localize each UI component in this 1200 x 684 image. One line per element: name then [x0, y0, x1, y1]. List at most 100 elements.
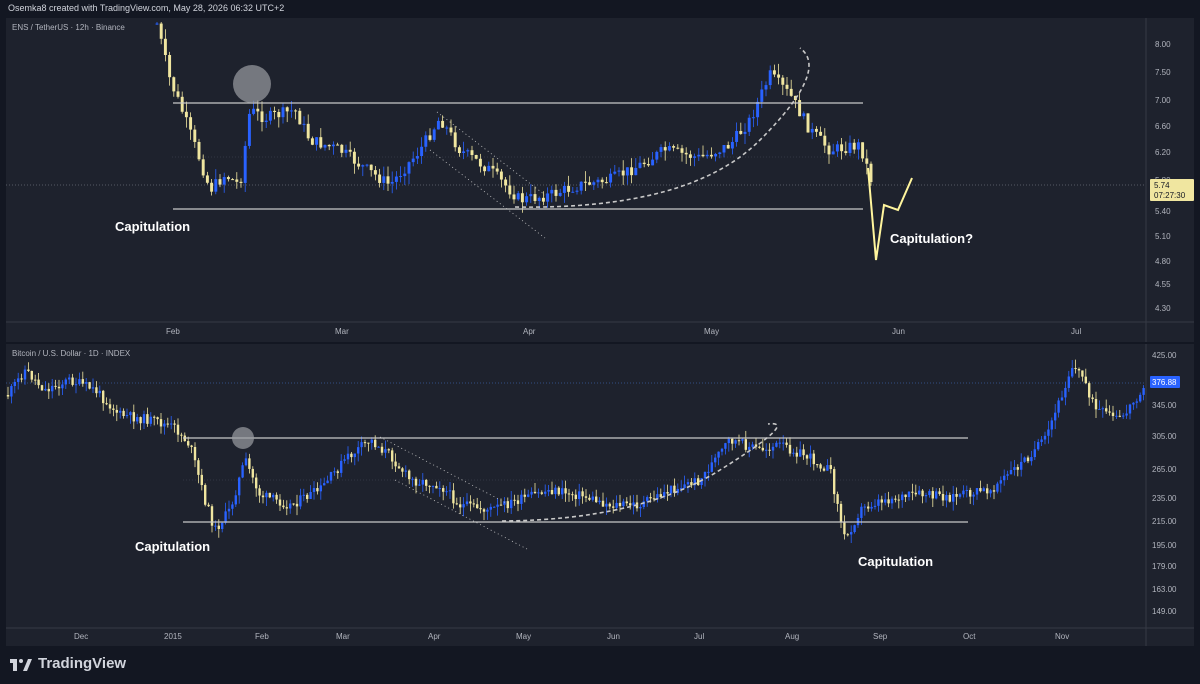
ens-pane[interactable] — [6, 18, 1146, 322]
btc-candle-body-260 — [890, 498, 894, 504]
btc-candle-body-281 — [962, 490, 965, 495]
btc-candle-body-143 — [493, 506, 496, 508]
btc-candle-body-119 — [411, 478, 414, 480]
ens-xtick-1: Mar — [335, 327, 349, 336]
btc-candle-body-122 — [421, 479, 424, 485]
btc-candle-body-132 — [455, 503, 458, 505]
ens-candle-body-160 — [827, 145, 831, 155]
btc-candle-body-148 — [510, 499, 513, 509]
ens-candle-body-86 — [516, 193, 520, 200]
btc-candle-body-179 — [615, 502, 618, 508]
ens-candle-body-44 — [340, 144, 344, 153]
ens-candle-body-159 — [823, 135, 827, 146]
btc-candle-body-169 — [581, 491, 584, 497]
btc-candle-body-130 — [448, 490, 452, 492]
ens-candle-body-91 — [537, 197, 541, 201]
btc-ytick-4: 265.00 — [1152, 465, 1177, 474]
btc-candle-body-104 — [360, 442, 363, 448]
btc-candle-body-145 — [499, 504, 503, 506]
btc-candle-body-64 — [224, 511, 227, 523]
ens-candle-body-75 — [470, 150, 474, 156]
ens-capitulation-label: Capitulation — [115, 219, 190, 234]
btc-candle-body-144 — [496, 504, 499, 507]
btc-time-axis[interactable] — [6, 628, 1194, 646]
btc-candle-body-270 — [924, 495, 928, 497]
btc-candle-body-105 — [363, 442, 367, 444]
btc-candle-body-184 — [632, 502, 635, 506]
btc-candle-body-12 — [47, 388, 50, 392]
btc-drawings — [183, 422, 968, 550]
btc-candle-body-79 — [275, 494, 278, 500]
ens-candle-body-24 — [256, 108, 260, 112]
ens-candle-body-115 — [638, 162, 642, 168]
btc-candle-body-137 — [472, 503, 475, 505]
btc-candle-body-27 — [98, 390, 101, 394]
ens-candle-body-28 — [273, 110, 277, 113]
ens-time-axis[interactable] — [6, 322, 1194, 342]
btc-candle-body-90 — [312, 488, 316, 492]
btc-candle-body-284 — [972, 494, 975, 497]
btc-candle-body-149 — [513, 499, 516, 501]
btc-candle-body-203 — [697, 478, 700, 486]
tradingview-logo[interactable]: TradingView — [10, 655, 126, 672]
btc-candle-body-41 — [146, 414, 149, 424]
ens-ytick-6: 5.40 — [1155, 207, 1171, 216]
ens-candle-body-34 — [298, 110, 302, 125]
ens-candle-body-136 — [726, 145, 730, 149]
btc-candle-body-81 — [282, 505, 285, 508]
btc-candle-body-308 — [1054, 412, 1057, 421]
btc-candle-body-227 — [778, 442, 781, 444]
btc-candle-body-110 — [380, 446, 384, 453]
btc-candle-body-87 — [302, 494, 305, 496]
btc-candle-body-69 — [241, 465, 244, 478]
ens-candle-body-60 — [407, 162, 411, 174]
btc-candle-body-271 — [928, 491, 931, 496]
btc-candle-body-11 — [44, 388, 47, 391]
btc-xtick-8: Aug — [785, 632, 799, 641]
btc-candle-body-0 — [6, 395, 10, 397]
btc-candle-body-298 — [1020, 461, 1023, 470]
ens-price-axis[interactable] — [1146, 18, 1194, 322]
charts-canvas[interactable]: ENS / TetherUS · 12h · Binance 8.00 7.50 7… — [0, 0, 1200, 646]
btc-candle-body-152 — [523, 494, 526, 497]
tradingview-logo-icon — [10, 658, 32, 671]
btc-price-axis[interactable] — [1146, 344, 1194, 628]
btc-candle-body-247 — [846, 534, 849, 536]
ens-candle-body-26 — [264, 120, 268, 123]
ens-candle-body-63 — [420, 146, 424, 157]
btc-candle-body-186 — [639, 506, 642, 509]
btc-ytick-7: 195.00 — [1152, 541, 1177, 550]
btc-candle-body-246 — [843, 522, 846, 535]
btc-candle-body-13 — [51, 385, 54, 392]
btc-candle-body-266 — [911, 491, 914, 493]
ens-candle-body-144 — [760, 89, 764, 102]
btc-candle-body-276 — [945, 494, 948, 501]
btc-candle-body-272 — [931, 491, 934, 499]
btc-candle-body-262 — [897, 499, 900, 501]
btc-candle-body-60 — [210, 506, 214, 526]
ens-candle-body-55 — [386, 176, 390, 184]
ens-candle-body-137 — [730, 141, 734, 149]
btc-capitulation-label-2: Capitulation — [858, 554, 933, 569]
btc-candle-body-14 — [54, 385, 57, 387]
ens-candle-body-120 — [659, 147, 663, 152]
ens-candle-body-154 — [802, 113, 806, 117]
btc-candle-body-207 — [710, 462, 713, 472]
btc-candle-body-154 — [530, 491, 533, 495]
btc-candle-body-331 — [1132, 402, 1135, 405]
btc-candle-body-66 — [231, 504, 234, 509]
ens-candle-body-113 — [630, 167, 634, 176]
ens-candle-body-37 — [310, 138, 314, 145]
btc-candle-body-221 — [758, 446, 761, 448]
ens-channel-lower — [429, 149, 546, 239]
ens-candle-body-56 — [390, 181, 394, 184]
btc-candle-body-47 — [166, 423, 169, 425]
btc-pane[interactable] — [6, 344, 1146, 628]
btc-candle-body-170 — [584, 496, 588, 498]
btc-candle-body-295 — [1009, 470, 1013, 475]
ens-ytick-10: 4.30 — [1155, 304, 1171, 313]
btc-candle-body-202 — [693, 478, 696, 486]
btc-candle-body-18 — [68, 377, 71, 380]
btc-candle-body-177 — [608, 503, 611, 507]
btc-candle-body-334 — [1142, 388, 1145, 395]
